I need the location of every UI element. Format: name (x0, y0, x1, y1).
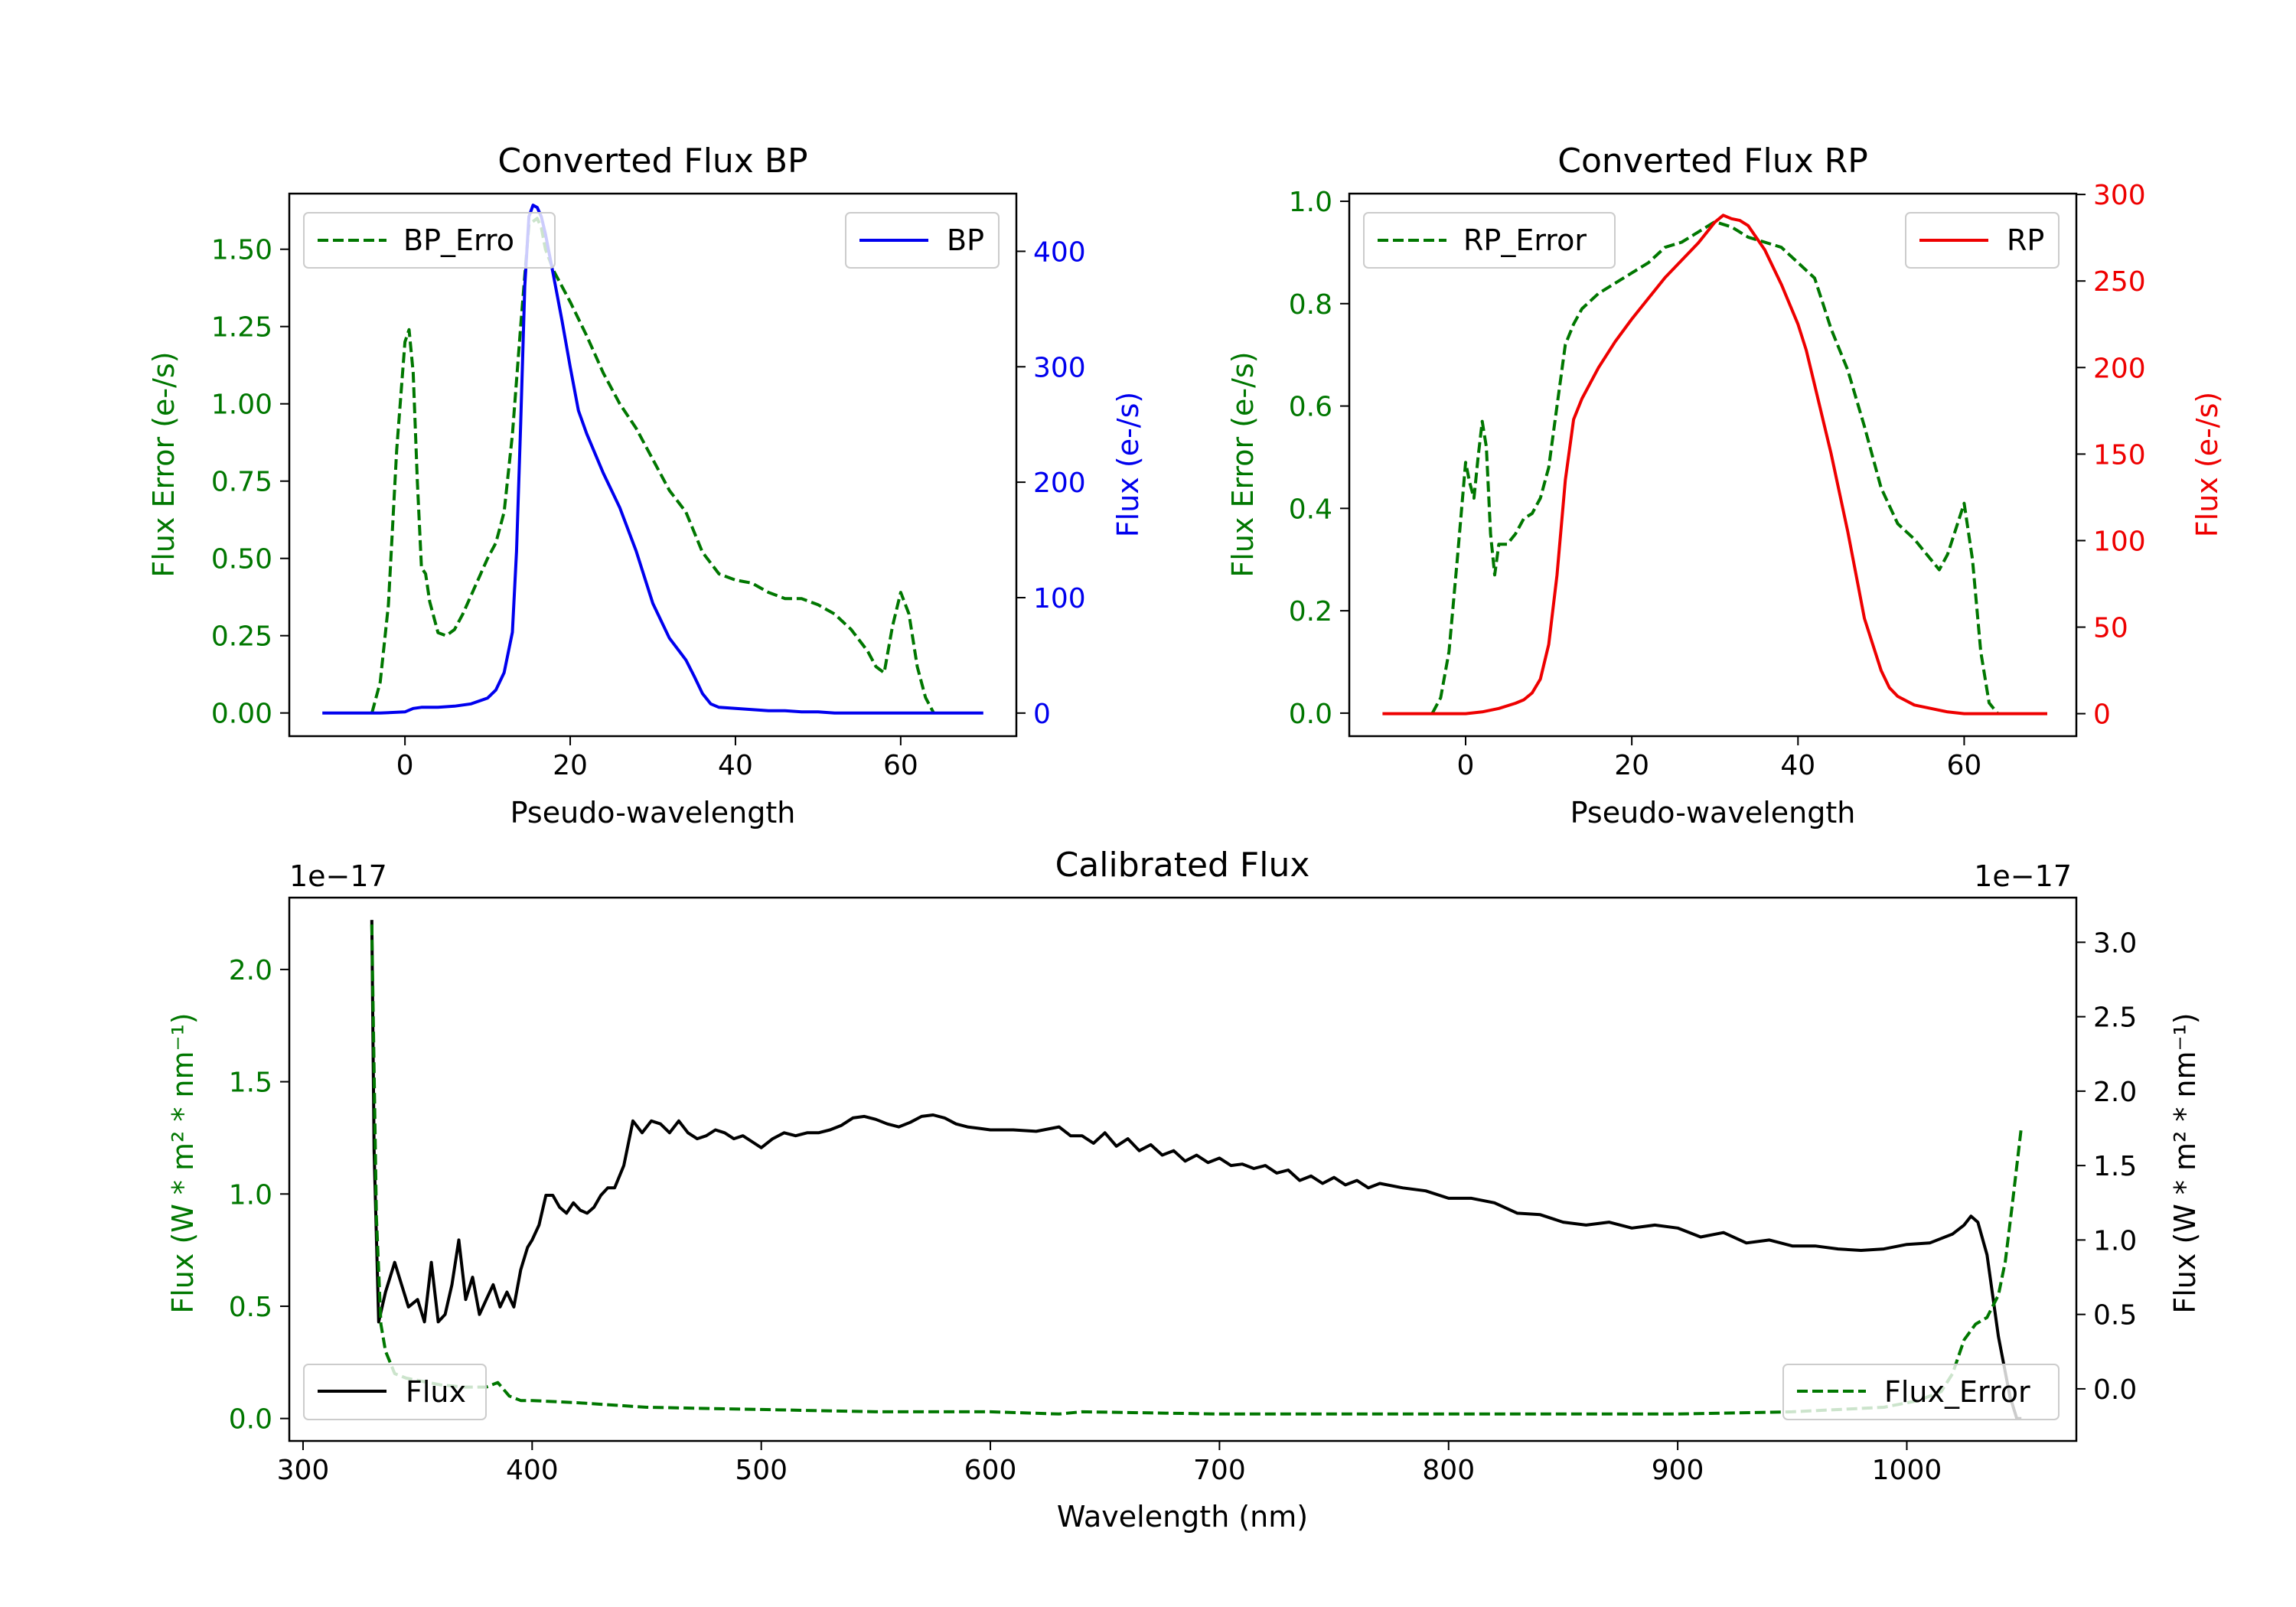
chart-rp-marks: 0 20 40 60 0.0 0.2 0.4 0.6 0.8 1.0 0 50 100 150 200 250… (1289, 180, 2146, 781)
legend-box (303, 1364, 487, 1420)
x-tick-label: 60 (1947, 750, 1982, 781)
x-tick-label: 900 (1652, 1455, 1704, 1486)
legend-label-bp: BP (947, 223, 984, 257)
legend-label-rp: RP (2007, 223, 2044, 257)
y-left-tick-label: 0.2 (1289, 596, 1332, 627)
y-right-tick-label: 0.5 (2093, 1300, 2137, 1332)
y-right-tick-label: 2.0 (2093, 1077, 2137, 1108)
y-left-tick-label: 1.0 (1289, 187, 1332, 218)
plot-frame (288, 896, 2078, 1442)
chart-calibrated-title: Calibrated Flux (1055, 846, 1310, 885)
series-bp (322, 204, 983, 715)
y-right-tick-label: 300 (1033, 352, 1086, 383)
legend-box (303, 212, 556, 269)
y-right-tick-label: 250 (2093, 266, 2146, 298)
y-left-tick-label: 2.0 (229, 955, 272, 986)
chart-bp-legend-right: BP (845, 212, 1000, 269)
series-flux (370, 920, 2022, 1420)
y-right-tick-label: 400 (1033, 236, 1086, 268)
chart-calibrated-xlabel: Wavelength (nm) (1057, 1500, 1308, 1534)
y-right-tick-label: 300 (2093, 180, 2146, 211)
series-bp-error (370, 217, 935, 714)
chart-rp-legend-right: RP (1905, 212, 2060, 269)
y-left-tick-label: 0.75 (211, 467, 272, 498)
legend-box (1363, 212, 1616, 269)
y-left-tick-label: 0.0 (229, 1404, 272, 1436)
y-right-tick-label: 100 (1033, 583, 1086, 614)
y-left-tick-label: 0.50 (211, 544, 272, 575)
y-left-tick-label: 1.50 (211, 235, 272, 266)
y-left-tick-label: 0.25 (211, 621, 272, 653)
chart-calibrated: Calibrated Flux 1e−17 1e−17 Wavelength (… (166, 846, 2202, 1534)
x-tick-label: 0 (1457, 750, 1475, 781)
legend-label-rp-error: RP_Error (1463, 223, 1587, 257)
y-left-tick-label: 0.00 (211, 699, 272, 730)
y-right-tick-label: 150 (2093, 439, 2146, 471)
legend-label-flux-error: Flux_Error (1884, 1375, 2030, 1409)
y-right-tick-label: 0.0 (2093, 1374, 2137, 1406)
y-left-tick-label: 1.00 (211, 390, 272, 421)
y-left-tick-label: 1.5 (229, 1068, 272, 1099)
chart-calibrated-offset-right: 1e−17 (1974, 859, 2072, 893)
series-rp-error (1430, 220, 1999, 715)
chart-calibrated-ylabel-right: Flux (W * m² * nm⁻¹) (2168, 1012, 2202, 1313)
plot-frame (1348, 192, 2078, 738)
x-tick-label: 700 (1193, 1455, 1246, 1486)
chart-calibrated-legend-right: Flux_Error (1782, 1364, 2060, 1420)
y-right-tick-label: 200 (1033, 468, 1086, 499)
y-left-tick-label: 0.0 (1289, 699, 1332, 730)
y-right-tick-label: 1.0 (2093, 1225, 2137, 1257)
y-left-tick-label: 0.8 (1289, 289, 1332, 321)
x-tick-label: 20 (553, 750, 588, 781)
chart-bp-legend-left: BP_Erro (303, 212, 556, 269)
y-right-tick-label: 200 (2093, 353, 2146, 384)
chart-rp-title: Converted Flux RP (1557, 142, 1868, 181)
y-right-tick-label: 3.0 (2093, 927, 2137, 959)
chart-rp-xlabel: Pseudo-wavelength (1570, 796, 1856, 830)
chart-bp-ylabel-left: Flux Error (e-/s) (147, 351, 181, 577)
chart-calibrated-legend-left: Flux (303, 1364, 487, 1420)
chart-calibrated-offset-left: 1e−17 (289, 859, 387, 893)
chart-bp: Converted Flux BP Pseudo-wavelength Flux… (147, 142, 1145, 830)
x-tick-label: 600 (964, 1455, 1017, 1486)
x-tick-label: 300 (277, 1455, 330, 1486)
chart-rp-ylabel-right: Flux (e-/s) (2190, 392, 2224, 537)
series-rp (1382, 214, 2047, 715)
y-right-tick-label: 100 (2093, 526, 2146, 557)
x-tick-label: 1000 (1872, 1455, 1942, 1486)
x-tick-label: 20 (1614, 750, 1649, 781)
chart-rp-ylabel-left: Flux Error (e-/s) (1226, 351, 1260, 577)
y-right-tick-label: 1.5 (2093, 1151, 2137, 1182)
x-tick-label: 40 (718, 750, 753, 781)
x-tick-label: 500 (735, 1455, 788, 1486)
y-left-tick-label: 0.6 (1289, 392, 1332, 423)
y-right-tick-label: 50 (2093, 613, 2128, 644)
legend-label-bp-error: BP_Erro (403, 223, 514, 257)
y-right-tick-label: 2.5 (2093, 1002, 2137, 1034)
chart-rp-legend-left: RP_Error (1363, 212, 1616, 269)
y-left-tick-label: 1.0 (229, 1179, 272, 1211)
legend-box (1782, 1364, 2060, 1420)
x-tick-label: 40 (1780, 750, 1815, 781)
plot-frame (288, 192, 1018, 738)
chart-calibrated-marks: 300 400 500 600 700 800 900 1000 0.0 0.5 1.0 1.5 2.0… (229, 896, 2137, 1486)
chart-bp-ylabel-right: Flux (e-/s) (1111, 392, 1145, 537)
chart-bp-marks: 0 20 40 60 0.00 0.25 0.50 0.75 1.00 1.25 1.50 0 100 2… (211, 192, 1086, 781)
y-right-tick-label: 0 (1033, 699, 1051, 730)
x-tick-label: 800 (1422, 1455, 1475, 1486)
y-left-tick-label: 0.4 (1289, 494, 1332, 525)
x-tick-label: 0 (396, 750, 414, 781)
y-left-tick-label: 0.5 (229, 1292, 272, 1323)
y-right-tick-label: 0 (2093, 699, 2111, 731)
y-left-tick-label: 1.25 (211, 312, 272, 344)
x-tick-label: 60 (883, 750, 918, 781)
chart-calibrated-ylabel-left: Flux (W * m² * nm⁻¹) (166, 1012, 200, 1313)
chart-bp-title: Converted Flux BP (497, 142, 807, 181)
chart-rp: Converted Flux RP Pseudo-wavelength Flux… (1226, 142, 2224, 830)
chart-bp-xlabel: Pseudo-wavelength (510, 796, 796, 830)
x-tick-label: 400 (506, 1455, 559, 1486)
legend-label-flux: Flux (406, 1375, 466, 1409)
series-flux-error (370, 924, 2024, 1416)
